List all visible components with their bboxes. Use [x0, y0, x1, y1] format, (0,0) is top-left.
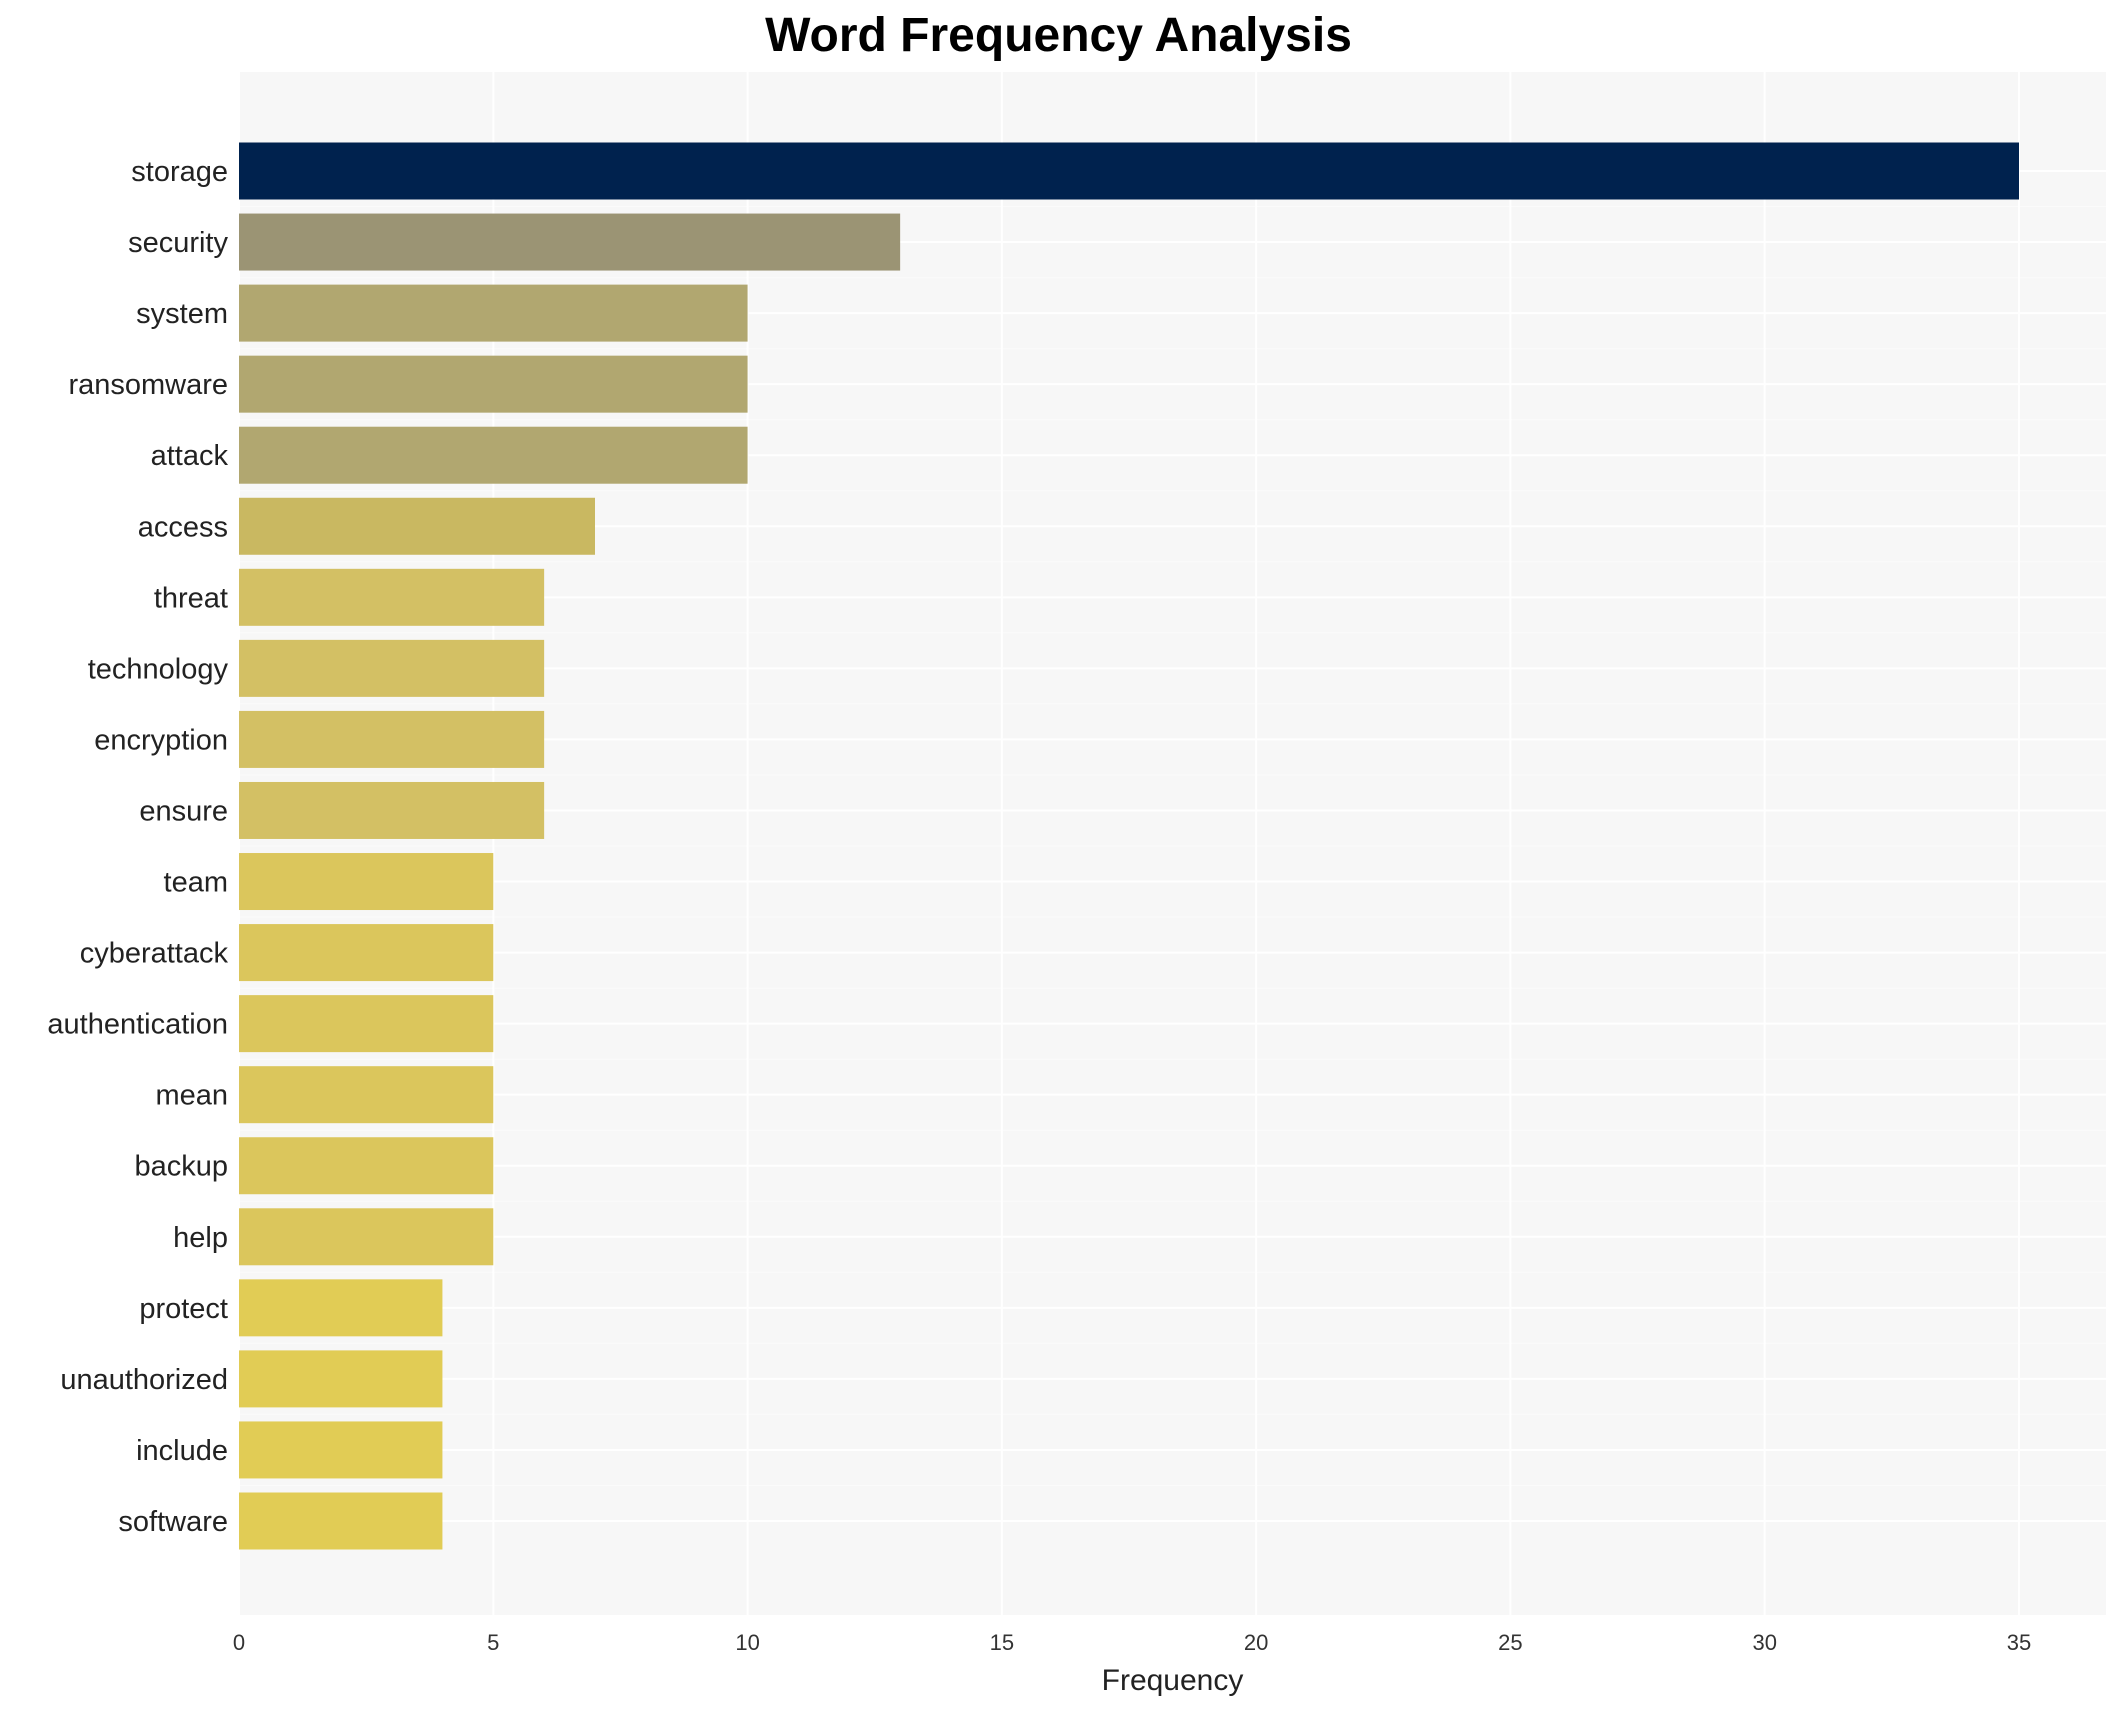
bar-authentication [239, 995, 494, 1053]
y-tick-label: mean [155, 1080, 228, 1112]
bar-protect [239, 1279, 443, 1337]
bar-cyberattack [239, 924, 494, 982]
bar-threat [239, 568, 545, 626]
bar-include [239, 1421, 443, 1479]
y-tick-label: technology [88, 653, 229, 685]
x-tick-label: 15 [990, 1630, 1014, 1655]
y-tick-label: security [128, 227, 228, 259]
y-tick-label: system [136, 298, 228, 330]
y-tick-label: access [138, 511, 228, 543]
y-tick-label: protect [139, 1293, 228, 1325]
x-axis-label: Frequency [1102, 1664, 1244, 1697]
chart-title: Word Frequency Analysis [765, 9, 1352, 62]
bar-backup [239, 1137, 494, 1195]
bar-security [239, 213, 901, 271]
bar-encryption [239, 710, 545, 768]
y-tick-label: help [173, 1222, 228, 1254]
y-tick-label: threat [154, 582, 228, 614]
bar-attack [239, 426, 748, 484]
y-tick-label: unauthorized [60, 1364, 228, 1396]
x-tick-label: 5 [487, 1630, 499, 1655]
x-tick-label: 25 [1498, 1630, 1522, 1655]
bar-technology [239, 639, 545, 697]
bar-help [239, 1208, 494, 1266]
y-tick-label: encryption [94, 724, 228, 756]
bar-mean [239, 1066, 494, 1124]
x-tick-label: 20 [1244, 1630, 1268, 1655]
y-tick-label: software [118, 1506, 228, 1538]
y-tick-label: backup [134, 1151, 228, 1183]
bar-system [239, 284, 748, 342]
bar-team [239, 853, 494, 911]
y-tick-label: include [136, 1435, 228, 1467]
bar-access [239, 497, 595, 555]
x-tick-label: 0 [233, 1630, 245, 1655]
y-tick-label: ensure [139, 795, 228, 827]
bar-storage [239, 142, 2019, 200]
y-tick-label: attack [151, 440, 229, 472]
bar-software [239, 1492, 443, 1550]
y-tick-label: team [164, 867, 228, 899]
y-tick-label: authentication [47, 1009, 228, 1041]
x-tick-label: 10 [735, 1630, 759, 1655]
bar-unauthorized [239, 1350, 443, 1408]
bar-ransomware [239, 355, 748, 413]
bar-ensure [239, 781, 545, 839]
y-tick-label: ransomware [68, 369, 228, 401]
x-tick-label: 35 [2007, 1630, 2031, 1655]
y-tick-label: cyberattack [80, 938, 229, 970]
x-tick-label: 30 [1752, 1630, 1776, 1655]
y-tick-label: storage [131, 156, 228, 188]
